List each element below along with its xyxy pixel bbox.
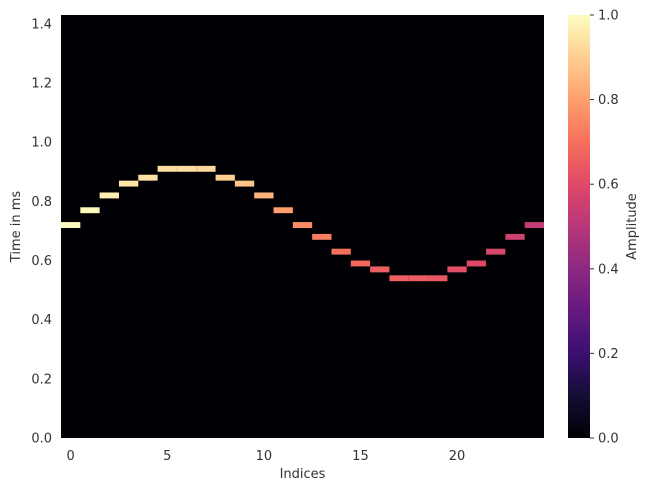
heatmap-cell (292, 222, 313, 228)
colorbar-tick-label: 0.2 (598, 347, 619, 362)
colorbar (568, 15, 590, 438)
y-tick-label: 0.4 (31, 313, 52, 328)
heatmap-cell (370, 266, 390, 273)
colorbar-tick-label: 0.0 (598, 432, 619, 447)
colorbar-label: Amplitude (625, 193, 640, 260)
heatmap-cell (466, 260, 487, 267)
x-tick-label: 0 (67, 449, 75, 464)
heatmap-cell (234, 180, 255, 187)
colorbar-tick-label: 1.0 (598, 9, 619, 24)
heatmap-cells (61, 165, 544, 282)
heatmap-cell (138, 174, 158, 181)
x-axis-label: Indices (280, 467, 326, 482)
heatmap-cell (331, 248, 351, 255)
heatmap-cell (118, 180, 139, 187)
heatmap-cell (157, 165, 177, 172)
colorbar-tick-label: 0.8 (598, 93, 619, 108)
heatmap-cell (389, 275, 409, 282)
y-tick-label: 1.2 (31, 77, 52, 92)
heatmap-cell (486, 248, 506, 255)
x-tick-label: 15 (352, 449, 369, 464)
heatmap-cell (447, 266, 467, 273)
y-tick-label: 1.4 (31, 17, 52, 32)
x-axis-ticks: 0 5 10 15 20 (67, 449, 466, 464)
heatmap-cell (505, 233, 525, 240)
heatmap-cell (61, 222, 81, 228)
heatmap-cell (312, 233, 332, 240)
y-tick-label: 0.6 (31, 254, 52, 269)
heatmap-cell (408, 275, 429, 282)
heatmap-cell (350, 260, 371, 267)
y-tick-label: 0.0 (31, 432, 52, 447)
heatmap-cell (273, 207, 293, 214)
heatmap-cell (196, 165, 216, 172)
heatmap-cell (99, 192, 119, 199)
heatmap-cell (215, 174, 235, 181)
x-tick-label: 5 (163, 449, 171, 464)
heatmap-cell (428, 275, 448, 282)
y-tick-label: 0.8 (31, 195, 52, 210)
y-tick-label: 1.0 (31, 136, 52, 151)
heatmap-cell (524, 222, 544, 228)
colorbar-tick-label: 0.4 (598, 262, 619, 277)
x-tick-label: 20 (449, 449, 466, 464)
x-tick-label: 10 (256, 449, 273, 464)
y-axis-ticks: 0.0 0.2 0.4 0.6 0.8 1.0 1.2 1.4 (31, 17, 52, 446)
y-axis-label: Time in ms (9, 191, 24, 264)
heatmap-cell (254, 192, 274, 199)
y-tick-label: 0.2 (31, 372, 52, 387)
colorbar-tick-label: 0.6 (598, 178, 619, 193)
colorbar-ticks: 0.0 0.2 0.4 0.6 0.8 1.0 (590, 9, 619, 447)
heatmap-cell (176, 165, 197, 172)
heatmap-cell (80, 207, 100, 214)
